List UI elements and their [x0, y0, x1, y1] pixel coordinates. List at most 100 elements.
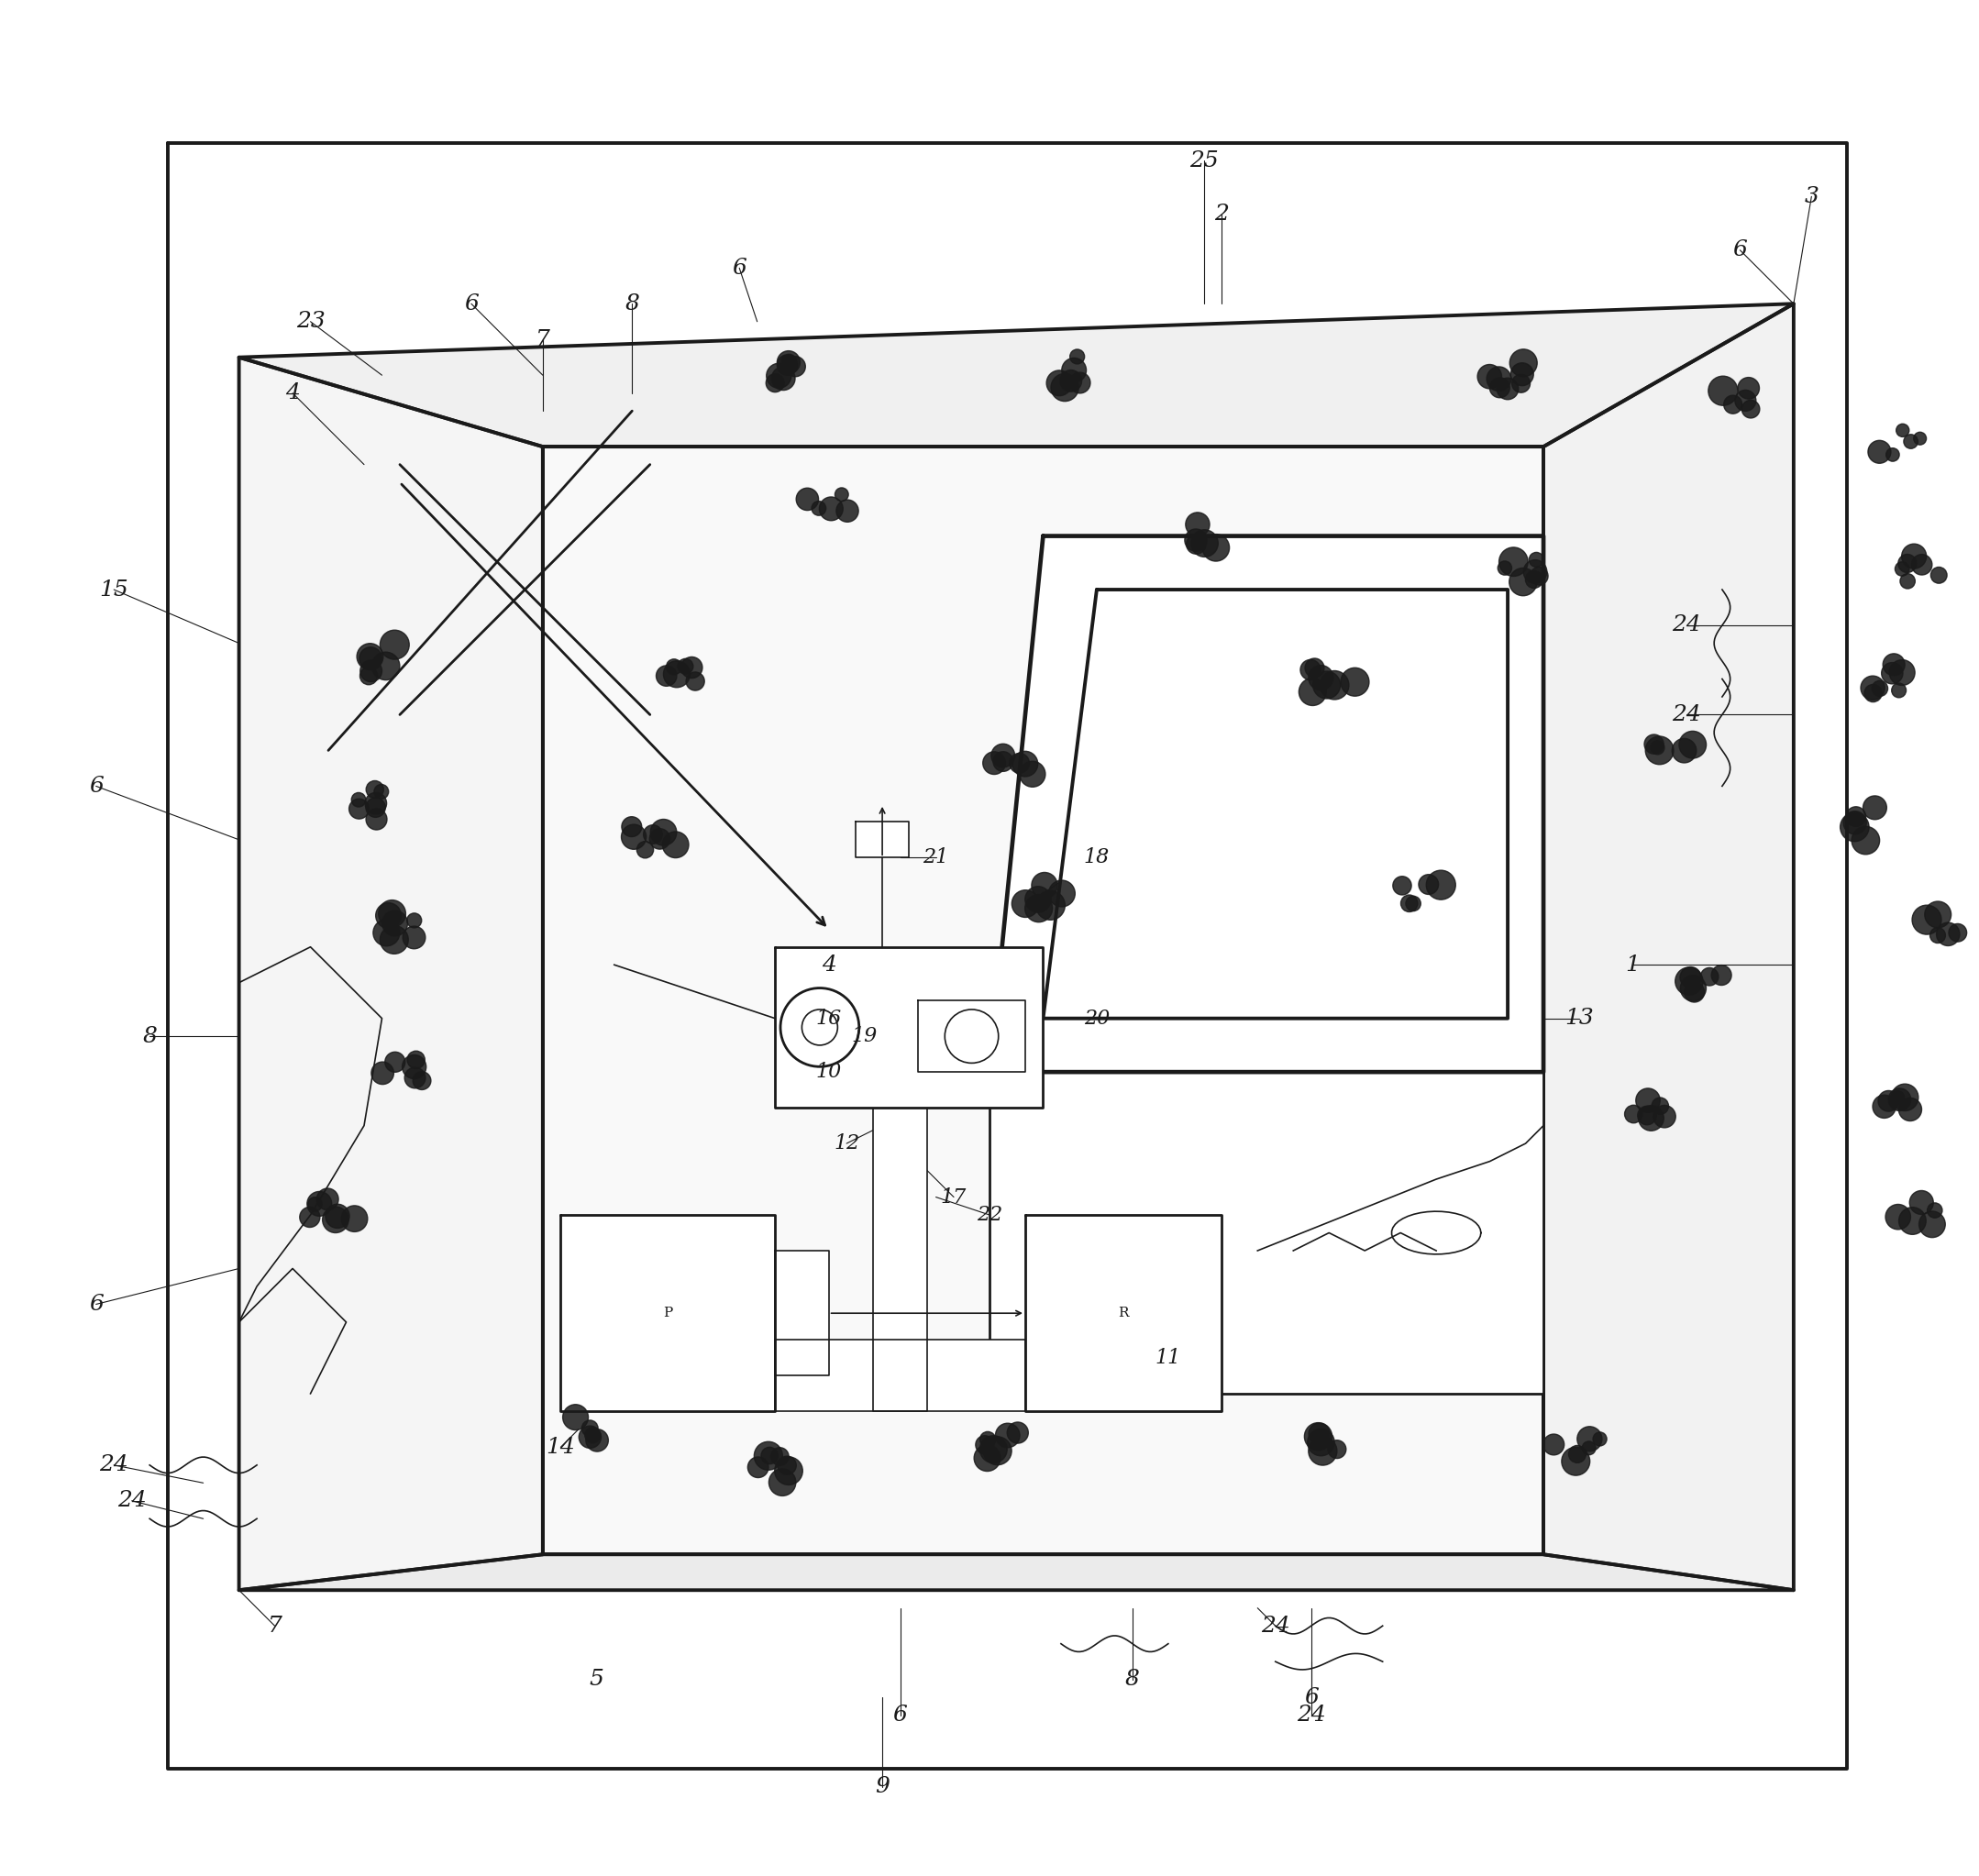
- Circle shape: [1496, 377, 1518, 400]
- Circle shape: [772, 1448, 790, 1465]
- Text: 6: 6: [463, 293, 479, 315]
- Circle shape: [1949, 923, 1967, 942]
- Circle shape: [372, 653, 400, 679]
- Circle shape: [374, 919, 400, 946]
- Circle shape: [1674, 968, 1704, 994]
- Circle shape: [1393, 876, 1411, 895]
- Circle shape: [754, 1441, 782, 1471]
- Circle shape: [374, 784, 388, 799]
- Circle shape: [995, 1424, 1019, 1448]
- Circle shape: [1561, 1446, 1589, 1475]
- Circle shape: [1860, 675, 1884, 700]
- Circle shape: [1645, 735, 1674, 765]
- Circle shape: [1019, 762, 1045, 788]
- Circle shape: [1304, 1422, 1332, 1450]
- Circle shape: [1738, 377, 1759, 400]
- Text: 7: 7: [267, 1615, 281, 1636]
- Text: 2: 2: [1215, 204, 1229, 225]
- Circle shape: [307, 1191, 332, 1216]
- Circle shape: [1892, 1084, 1918, 1111]
- Polygon shape: [1025, 1216, 1221, 1411]
- Circle shape: [766, 373, 784, 392]
- Circle shape: [1510, 349, 1538, 377]
- Circle shape: [1928, 1203, 1941, 1218]
- Text: 3: 3: [1805, 186, 1819, 206]
- Circle shape: [786, 356, 805, 377]
- Circle shape: [1700, 968, 1718, 985]
- Circle shape: [1882, 653, 1906, 675]
- Circle shape: [667, 658, 683, 675]
- Circle shape: [974, 1445, 1001, 1471]
- Circle shape: [687, 672, 705, 690]
- Circle shape: [1868, 441, 1890, 463]
- Circle shape: [1427, 870, 1457, 900]
- Circle shape: [1625, 1105, 1643, 1124]
- Circle shape: [1930, 927, 1945, 944]
- Circle shape: [1882, 662, 1904, 685]
- Circle shape: [323, 1206, 348, 1233]
- Text: 18: 18: [1084, 848, 1110, 869]
- Circle shape: [378, 900, 406, 927]
- Text: P: P: [663, 1308, 673, 1319]
- Circle shape: [1912, 904, 1941, 934]
- Circle shape: [580, 1426, 602, 1448]
- Circle shape: [1009, 754, 1029, 773]
- Circle shape: [770, 1469, 796, 1495]
- Circle shape: [1510, 568, 1538, 597]
- Polygon shape: [776, 1251, 829, 1375]
- Circle shape: [984, 752, 1005, 775]
- Circle shape: [1864, 685, 1882, 702]
- Circle shape: [348, 799, 370, 820]
- Text: 15: 15: [99, 580, 129, 600]
- Text: 20: 20: [1084, 1007, 1110, 1028]
- Circle shape: [1926, 900, 1951, 929]
- Circle shape: [1742, 400, 1759, 418]
- Circle shape: [1898, 553, 1916, 572]
- Circle shape: [404, 927, 425, 949]
- Circle shape: [1840, 812, 1868, 842]
- Circle shape: [1736, 390, 1755, 411]
- Text: 6: 6: [732, 257, 746, 278]
- Circle shape: [1652, 1105, 1676, 1127]
- Circle shape: [1932, 567, 1947, 583]
- Circle shape: [1013, 750, 1037, 777]
- Circle shape: [408, 1051, 425, 1069]
- Circle shape: [1405, 897, 1421, 912]
- Circle shape: [1684, 981, 1704, 1002]
- Circle shape: [1512, 375, 1530, 392]
- Circle shape: [366, 797, 386, 818]
- Text: 8: 8: [142, 1026, 156, 1047]
- Circle shape: [1035, 891, 1065, 919]
- Circle shape: [835, 488, 849, 501]
- Circle shape: [1637, 1088, 1660, 1112]
- Text: 21: 21: [922, 848, 948, 869]
- Circle shape: [586, 1430, 608, 1452]
- Text: 7: 7: [536, 328, 550, 351]
- Circle shape: [360, 647, 382, 670]
- Text: 24: 24: [1672, 704, 1702, 726]
- Text: 16: 16: [815, 1007, 841, 1028]
- Circle shape: [1862, 795, 1886, 820]
- Circle shape: [1524, 559, 1548, 583]
- Circle shape: [1842, 810, 1866, 835]
- Circle shape: [663, 660, 691, 687]
- Circle shape: [1910, 1191, 1933, 1214]
- Circle shape: [1581, 1441, 1595, 1456]
- Circle shape: [1498, 548, 1528, 576]
- Text: 24: 24: [117, 1490, 146, 1512]
- Text: 25: 25: [1189, 150, 1219, 171]
- Circle shape: [356, 643, 384, 670]
- Text: 1: 1: [1625, 955, 1641, 976]
- Polygon shape: [990, 537, 1544, 1071]
- Circle shape: [360, 668, 378, 685]
- Circle shape: [1896, 424, 1910, 437]
- Circle shape: [1886, 1204, 1910, 1229]
- Polygon shape: [239, 356, 542, 1591]
- Circle shape: [586, 1428, 600, 1443]
- Circle shape: [1478, 364, 1502, 388]
- Text: 9: 9: [875, 1777, 891, 1797]
- Circle shape: [1878, 1090, 1900, 1111]
- Circle shape: [1639, 1105, 1664, 1131]
- Polygon shape: [990, 1071, 1544, 1394]
- Circle shape: [1304, 658, 1324, 677]
